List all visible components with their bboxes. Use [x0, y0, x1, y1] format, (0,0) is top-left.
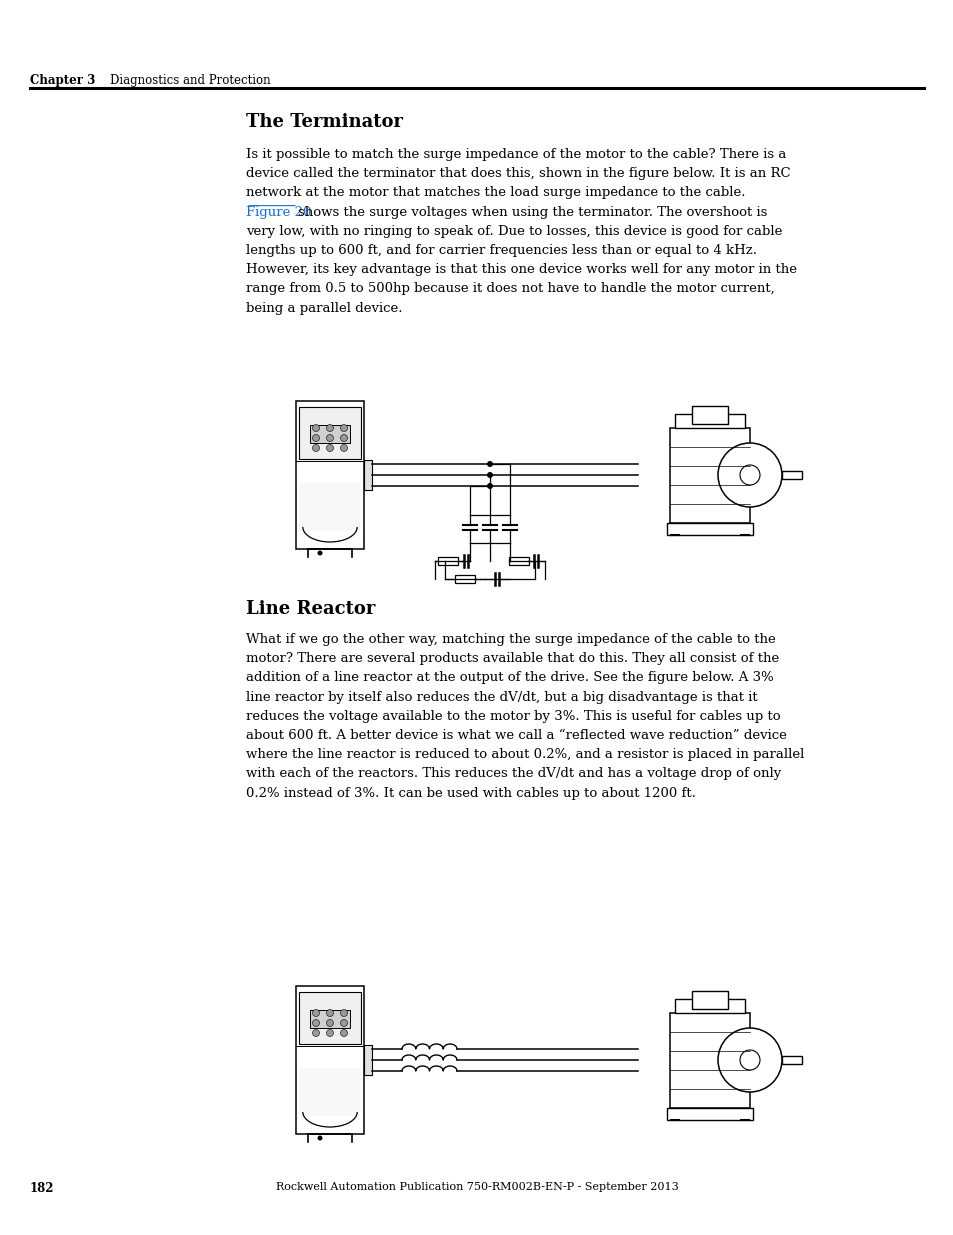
Text: Is it possible to match the surge impedance of the motor to the cable? There is : Is it possible to match the surge impeda…: [246, 148, 785, 161]
Circle shape: [326, 1009, 334, 1016]
Text: device called the terminator that does this, shown in the figure below. It is an: device called the terminator that does t…: [246, 167, 790, 180]
Bar: [438, 557, 458, 564]
Bar: [666, 1108, 752, 1119]
Text: Diagnostics and Protection: Diagnostics and Protection: [110, 74, 271, 86]
Bar: [364, 1045, 372, 1074]
Circle shape: [340, 1020, 347, 1026]
Text: motor? There are several products available that do this. They all consist of th: motor? There are several products availa…: [246, 652, 779, 666]
Text: reduces the voltage available to the motor by 3%. This is useful for cables up t: reduces the voltage available to the mot…: [246, 710, 780, 722]
Bar: [310, 1010, 350, 1028]
Text: where the line reactor is reduced to about 0.2%, and a resistor is placed in par: where the line reactor is reduced to abo…: [246, 748, 803, 761]
Circle shape: [326, 445, 334, 452]
Circle shape: [340, 425, 347, 431]
Text: Line Reactor: Line Reactor: [246, 600, 375, 618]
Bar: [781, 471, 801, 479]
Text: with each of the reactors. This reduces the dV/dt and has a voltage drop of only: with each of the reactors. This reduces …: [246, 767, 781, 781]
Bar: [295, 986, 364, 1134]
Text: What if we go the other way, matching the surge impedance of the cable to the: What if we go the other way, matching th…: [246, 634, 775, 646]
Text: about 600 ft. A better device is what we call a “reflected wave reduction” devic: about 600 ft. A better device is what we…: [246, 729, 786, 742]
Text: The Terminator: The Terminator: [246, 112, 402, 131]
Bar: [295, 401, 364, 550]
Text: shows the surge voltages when using the terminator. The overshoot is: shows the surge voltages when using the …: [297, 205, 766, 219]
Text: addition of a line reactor at the output of the drive. See the figure below. A 3: addition of a line reactor at the output…: [246, 672, 773, 684]
Bar: [298, 1068, 360, 1116]
Circle shape: [340, 1009, 347, 1016]
Text: range from 0.5 to 500hp because it does not have to handle the motor current,: range from 0.5 to 500hp because it does …: [246, 283, 774, 295]
Circle shape: [313, 445, 319, 452]
Text: Figure 20: Figure 20: [246, 205, 311, 219]
Circle shape: [340, 435, 347, 441]
Text: lengths up to 600 ft, and for carrier frequencies less than or equal to 4 kHz.: lengths up to 600 ft, and for carrier fr…: [246, 245, 757, 257]
Text: Rockwell Automation Publication 750-RM002B-EN-P - September 2013: Rockwell Automation Publication 750-RM00…: [275, 1182, 678, 1192]
Bar: [298, 408, 360, 459]
Text: 0.2% instead of 3%. It can be used with cables up to about 1200 ft.: 0.2% instead of 3%. It can be used with …: [246, 787, 695, 799]
Circle shape: [313, 435, 319, 441]
Bar: [675, 999, 744, 1013]
Bar: [455, 576, 475, 583]
Text: Chapter 3: Chapter 3: [30, 74, 95, 86]
Circle shape: [340, 1030, 347, 1036]
Circle shape: [340, 445, 347, 452]
Bar: [669, 427, 749, 522]
Circle shape: [326, 1030, 334, 1036]
Bar: [364, 459, 372, 490]
Circle shape: [486, 472, 493, 478]
Text: being a parallel device.: being a parallel device.: [246, 301, 402, 315]
Bar: [691, 405, 727, 424]
Text: 182: 182: [30, 1182, 54, 1195]
Bar: [509, 557, 529, 564]
Circle shape: [486, 483, 493, 489]
Text: very low, with no ringing to speak of. Due to losses, this device is good for ca: very low, with no ringing to speak of. D…: [246, 225, 781, 238]
Bar: [669, 1013, 749, 1108]
Circle shape: [718, 1028, 781, 1092]
Circle shape: [718, 443, 781, 508]
Circle shape: [326, 1020, 334, 1026]
Text: network at the motor that matches the load surge impedance to the cable.: network at the motor that matches the lo…: [246, 186, 744, 199]
Circle shape: [326, 425, 334, 431]
Circle shape: [326, 435, 334, 441]
Bar: [310, 425, 350, 443]
Circle shape: [486, 461, 493, 467]
Bar: [675, 414, 744, 427]
Text: line reactor by itself also reduces the dV/dt, but a big disadvantage is that it: line reactor by itself also reduces the …: [246, 690, 757, 704]
Circle shape: [317, 1135, 322, 1140]
Bar: [691, 990, 727, 1009]
Bar: [781, 1056, 801, 1065]
Text: However, its key advantage is that this one device works well for any motor in t: However, its key advantage is that this …: [246, 263, 796, 277]
Bar: [298, 992, 360, 1044]
Circle shape: [317, 551, 322, 556]
Circle shape: [313, 1030, 319, 1036]
Circle shape: [313, 1009, 319, 1016]
Circle shape: [313, 1020, 319, 1026]
Circle shape: [313, 425, 319, 431]
Bar: [666, 522, 752, 535]
Bar: [298, 483, 360, 531]
